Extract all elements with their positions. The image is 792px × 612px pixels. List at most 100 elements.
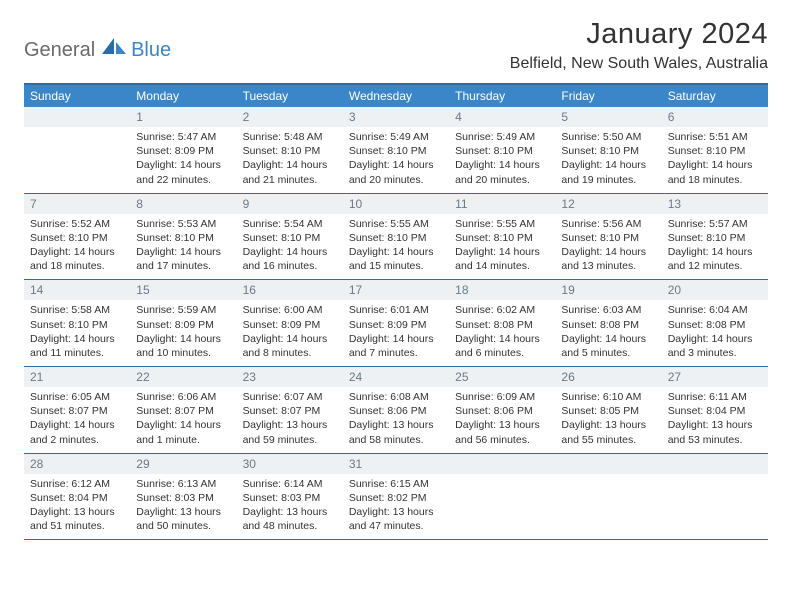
sunset-text: Sunset: 8:10 PM	[136, 231, 230, 245]
header: General Blue January 2024 Belfield, New …	[24, 18, 768, 73]
week-row: 1Sunrise: 5:47 AMSunset: 8:09 PMDaylight…	[24, 107, 768, 194]
sunset-text: Sunset: 8:05 PM	[561, 404, 655, 418]
day-cell: 5Sunrise: 5:50 AMSunset: 8:10 PMDaylight…	[555, 107, 661, 193]
day-body: Sunrise: 6:04 AMSunset: 8:08 PMDaylight:…	[662, 300, 768, 366]
day-body: Sunrise: 5:49 AMSunset: 8:10 PMDaylight:…	[343, 127, 449, 193]
daylight-text: Daylight: 13 hours and 55 minutes.	[561, 418, 655, 446]
daylight-text: Daylight: 14 hours and 19 minutes.	[561, 158, 655, 186]
sunrise-text: Sunrise: 6:03 AM	[561, 303, 655, 317]
day-number	[449, 454, 555, 474]
sunrise-text: Sunrise: 5:48 AM	[243, 130, 337, 144]
day-body: Sunrise: 5:59 AMSunset: 8:09 PMDaylight:…	[130, 300, 236, 366]
day-body: Sunrise: 6:11 AMSunset: 8:04 PMDaylight:…	[662, 387, 768, 453]
week-row: 21Sunrise: 6:05 AMSunset: 8:07 PMDayligh…	[24, 367, 768, 454]
weeks-container: 1Sunrise: 5:47 AMSunset: 8:09 PMDaylight…	[24, 107, 768, 540]
day-cell: 12Sunrise: 5:56 AMSunset: 8:10 PMDayligh…	[555, 194, 661, 280]
day-body: Sunrise: 6:08 AMSunset: 8:06 PMDaylight:…	[343, 387, 449, 453]
daylight-text: Daylight: 14 hours and 6 minutes.	[455, 332, 549, 360]
day-body: Sunrise: 5:55 AMSunset: 8:10 PMDaylight:…	[449, 214, 555, 280]
day-cell	[555, 454, 661, 540]
day-body: Sunrise: 5:49 AMSunset: 8:10 PMDaylight:…	[449, 127, 555, 193]
daylight-text: Daylight: 14 hours and 20 minutes.	[455, 158, 549, 186]
sunrise-text: Sunrise: 6:08 AM	[349, 390, 443, 404]
sunrise-text: Sunrise: 5:50 AM	[561, 130, 655, 144]
sunrise-text: Sunrise: 5:59 AM	[136, 303, 230, 317]
week-row: 14Sunrise: 5:58 AMSunset: 8:10 PMDayligh…	[24, 280, 768, 367]
day-body: Sunrise: 5:53 AMSunset: 8:10 PMDaylight:…	[130, 214, 236, 280]
daylight-text: Daylight: 14 hours and 2 minutes.	[30, 418, 124, 446]
day-cell: 15Sunrise: 5:59 AMSunset: 8:09 PMDayligh…	[130, 280, 236, 366]
sunset-text: Sunset: 8:06 PM	[455, 404, 549, 418]
day-cell: 22Sunrise: 6:06 AMSunset: 8:07 PMDayligh…	[130, 367, 236, 453]
daylight-text: Daylight: 14 hours and 11 minutes.	[30, 332, 124, 360]
daylight-text: Daylight: 14 hours and 14 minutes.	[455, 245, 549, 273]
day-number: 10	[343, 194, 449, 214]
day-header-cell: Saturday	[662, 85, 768, 107]
day-body: Sunrise: 6:05 AMSunset: 8:07 PMDaylight:…	[24, 387, 130, 453]
day-cell: 8Sunrise: 5:53 AMSunset: 8:10 PMDaylight…	[130, 194, 236, 280]
day-body: Sunrise: 5:50 AMSunset: 8:10 PMDaylight:…	[555, 127, 661, 193]
sunrise-text: Sunrise: 5:56 AM	[561, 217, 655, 231]
day-body: Sunrise: 6:12 AMSunset: 8:04 PMDaylight:…	[24, 474, 130, 540]
day-number: 14	[24, 280, 130, 300]
day-body: Sunrise: 5:56 AMSunset: 8:10 PMDaylight:…	[555, 214, 661, 280]
sunrise-text: Sunrise: 6:14 AM	[243, 477, 337, 491]
day-number: 17	[343, 280, 449, 300]
calendar-page: General Blue January 2024 Belfield, New …	[0, 0, 792, 558]
day-number: 5	[555, 107, 661, 127]
sunset-text: Sunset: 8:10 PM	[349, 231, 443, 245]
daylight-text: Daylight: 13 hours and 50 minutes.	[136, 505, 230, 533]
daylight-text: Daylight: 14 hours and 10 minutes.	[136, 332, 230, 360]
logo-text-gray: General	[24, 39, 95, 61]
day-number: 31	[343, 454, 449, 474]
daylight-text: Daylight: 14 hours and 8 minutes.	[243, 332, 337, 360]
sunset-text: Sunset: 8:07 PM	[30, 404, 124, 418]
sunrise-text: Sunrise: 6:11 AM	[668, 390, 762, 404]
day-cell: 4Sunrise: 5:49 AMSunset: 8:10 PMDaylight…	[449, 107, 555, 193]
day-cell	[449, 454, 555, 540]
day-number	[662, 454, 768, 474]
day-cell: 18Sunrise: 6:02 AMSunset: 8:08 PMDayligh…	[449, 280, 555, 366]
day-header-cell: Tuesday	[237, 85, 343, 107]
logo: General Blue	[24, 18, 171, 61]
sunrise-text: Sunrise: 5:52 AM	[30, 217, 124, 231]
sunrise-text: Sunrise: 6:05 AM	[30, 390, 124, 404]
sunset-text: Sunset: 8:10 PM	[455, 144, 549, 158]
day-number: 22	[130, 367, 236, 387]
day-cell: 11Sunrise: 5:55 AMSunset: 8:10 PMDayligh…	[449, 194, 555, 280]
day-body: Sunrise: 6:06 AMSunset: 8:07 PMDaylight:…	[130, 387, 236, 453]
sunrise-text: Sunrise: 5:55 AM	[349, 217, 443, 231]
sunrise-text: Sunrise: 5:55 AM	[455, 217, 549, 231]
sunrise-text: Sunrise: 6:10 AM	[561, 390, 655, 404]
day-number: 18	[449, 280, 555, 300]
daylight-text: Daylight: 13 hours and 48 minutes.	[243, 505, 337, 533]
day-number: 19	[555, 280, 661, 300]
sunrise-text: Sunrise: 6:15 AM	[349, 477, 443, 491]
daylight-text: Daylight: 14 hours and 17 minutes.	[136, 245, 230, 273]
day-number: 20	[662, 280, 768, 300]
sunrise-text: Sunrise: 6:01 AM	[349, 303, 443, 317]
sunset-text: Sunset: 8:04 PM	[668, 404, 762, 418]
sunset-text: Sunset: 8:02 PM	[349, 491, 443, 505]
day-body: Sunrise: 5:48 AMSunset: 8:10 PMDaylight:…	[237, 127, 343, 193]
day-cell: 14Sunrise: 5:58 AMSunset: 8:10 PMDayligh…	[24, 280, 130, 366]
sunset-text: Sunset: 8:03 PM	[136, 491, 230, 505]
sunrise-text: Sunrise: 6:00 AM	[243, 303, 337, 317]
day-number	[555, 454, 661, 474]
sunset-text: Sunset: 8:10 PM	[455, 231, 549, 245]
day-cell: 30Sunrise: 6:14 AMSunset: 8:03 PMDayligh…	[237, 454, 343, 540]
daylight-text: Daylight: 14 hours and 15 minutes.	[349, 245, 443, 273]
sunrise-text: Sunrise: 6:12 AM	[30, 477, 124, 491]
day-number: 25	[449, 367, 555, 387]
day-body: Sunrise: 5:54 AMSunset: 8:10 PMDaylight:…	[237, 214, 343, 280]
day-cell: 2Sunrise: 5:48 AMSunset: 8:10 PMDaylight…	[237, 107, 343, 193]
day-cell: 19Sunrise: 6:03 AMSunset: 8:08 PMDayligh…	[555, 280, 661, 366]
day-header-cell: Thursday	[449, 85, 555, 107]
day-number: 11	[449, 194, 555, 214]
sunset-text: Sunset: 8:09 PM	[136, 318, 230, 332]
sunrise-text: Sunrise: 5:53 AM	[136, 217, 230, 231]
day-cell: 3Sunrise: 5:49 AMSunset: 8:10 PMDaylight…	[343, 107, 449, 193]
day-number: 26	[555, 367, 661, 387]
sunset-text: Sunset: 8:08 PM	[668, 318, 762, 332]
sunset-text: Sunset: 8:09 PM	[136, 144, 230, 158]
